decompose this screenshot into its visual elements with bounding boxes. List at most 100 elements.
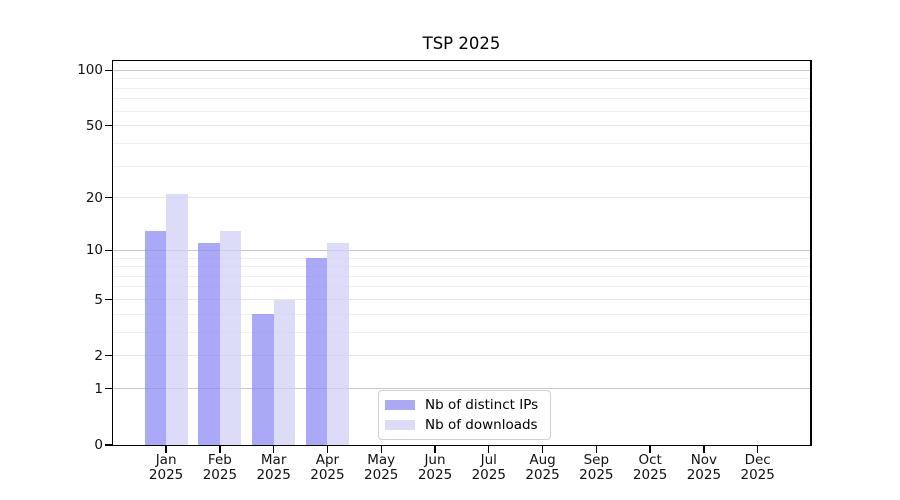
x-tick-label-mar: Mar 2025	[244, 451, 304, 484]
month-label: Feb	[207, 451, 232, 468]
y-tick-label-10: 10	[85, 242, 103, 259]
month-label: Aug	[529, 451, 556, 468]
gridline-6	[113, 286, 811, 288]
x-tick-label-may: May 2025	[351, 451, 411, 484]
month-label: Nov	[690, 451, 718, 468]
x-tick-label-apr: Apr 2025	[297, 451, 357, 484]
x-tick-apr	[326, 446, 329, 453]
x-tick-oct	[649, 446, 651, 453]
year-label: 2025	[364, 467, 399, 483]
axis-spine-bottom	[111, 444, 812, 447]
legend-entry-downloads: Nb of downloads	[385, 418, 538, 432]
gridline-3	[113, 331, 811, 333]
x-tick-label-feb: Feb 2025	[190, 451, 250, 484]
gridline-100	[113, 69, 811, 71]
month-label: Dec	[744, 451, 771, 468]
year-label: 2025	[417, 467, 453, 483]
y-tick-100	[105, 69, 112, 71]
y-tick-label-0: 0	[94, 437, 103, 453]
y-tick-label-5: 5	[94, 291, 103, 308]
x-tick-label-aug: Aug 2025	[513, 451, 573, 484]
month-label: Jan	[155, 451, 177, 468]
month-label: Jul	[480, 451, 497, 468]
y-tick-label-50: 50	[85, 117, 103, 134]
gridline-30	[113, 165, 811, 167]
legend-label-downloads: Nb of downloads	[425, 417, 538, 433]
x-tick-may	[380, 446, 382, 453]
gridline-2	[113, 355, 811, 357]
x-tick-label-sep: Sep 2025	[566, 451, 626, 484]
month-label: Apr	[315, 451, 340, 468]
legend-swatch-downloads	[385, 420, 415, 430]
y-tick-1	[105, 388, 112, 390]
year-label: 2025	[525, 467, 560, 483]
year-label: 2025	[310, 467, 345, 483]
bar-ips-mar	[252, 314, 274, 445]
gridline-1	[113, 388, 811, 390]
gridline-7	[113, 275, 811, 277]
x-tick-mar	[272, 446, 275, 453]
bar-downloads-jan	[166, 194, 188, 445]
gridline-60	[113, 110, 811, 112]
year-label: 2025	[740, 467, 775, 483]
year-label: 2025	[256, 467, 291, 483]
bar-ips-apr	[305, 258, 328, 445]
bar-downloads-apr	[327, 243, 349, 445]
y-tick-label-20: 20	[85, 189, 103, 206]
month-label: May	[367, 451, 396, 468]
gridline-4	[113, 313, 811, 315]
year-label: 2025	[579, 467, 614, 483]
bar-ips-jan	[144, 230, 167, 445]
x-tick-label-nov: Nov 2025	[674, 451, 734, 484]
gridline-10	[113, 249, 811, 251]
x-tick-label-jul: Jul 2025	[459, 451, 519, 484]
x-tick-sep	[595, 446, 598, 453]
x-tick-jul	[488, 446, 490, 453]
month-label: Jun	[424, 451, 446, 468]
x-tick-label-jan: Jan 2025	[136, 451, 196, 484]
gridline-70	[113, 98, 811, 100]
gridline-9	[113, 257, 811, 259]
year-label: 2025	[471, 467, 506, 483]
x-tick-label-oct: Oct 2025	[620, 451, 680, 484]
x-tick-jun	[434, 446, 436, 453]
legend: Nb of distinct IPs Nb of downloads	[378, 390, 552, 440]
axis-spine-top	[111, 59, 812, 62]
gridline-5	[113, 299, 811, 300]
y-tick-20	[105, 197, 112, 199]
axis-spine-right	[810, 59, 812, 447]
x-tick-feb	[219, 446, 221, 453]
y-tick-10	[105, 249, 112, 251]
gridline-8	[113, 266, 811, 268]
month-label: Mar	[260, 451, 287, 468]
legend-swatch-distinct-ips	[385, 400, 415, 410]
y-tick-label-100: 100	[77, 62, 103, 79]
bar-downloads-feb	[219, 230, 242, 445]
y-tick-2	[105, 355, 112, 357]
year-label: 2025	[202, 467, 238, 483]
x-tick-jan	[165, 446, 167, 453]
x-tick-nov	[703, 446, 705, 453]
x-tick-aug	[541, 446, 544, 453]
x-tick-dec	[756, 446, 759, 453]
axis-spine-left	[111, 59, 113, 447]
gridline-90	[113, 78, 811, 80]
bar-downloads-mar	[273, 299, 296, 445]
gridline-80	[113, 87, 811, 89]
legend-entry-distinct-ips: Nb of distinct IPs	[385, 398, 538, 412]
month-label: Sep	[583, 451, 610, 468]
gridline-50	[113, 125, 811, 127]
legend-label-distinct-ips: Nb of distinct IPs	[425, 397, 539, 413]
year-label: 2025	[148, 467, 184, 483]
gridline-20	[113, 197, 811, 199]
year-label: 2025	[686, 467, 722, 483]
y-tick-0	[105, 444, 112, 446]
x-tick-label-dec: Dec 2025	[728, 451, 788, 484]
y-tick-50	[105, 125, 112, 127]
month-label: Oct	[638, 451, 662, 468]
y-tick-label-1: 1	[94, 380, 103, 397]
year-label: 2025	[632, 467, 668, 483]
gridline-40	[113, 142, 811, 144]
x-tick-label-jun: Jun 2025	[405, 451, 465, 484]
